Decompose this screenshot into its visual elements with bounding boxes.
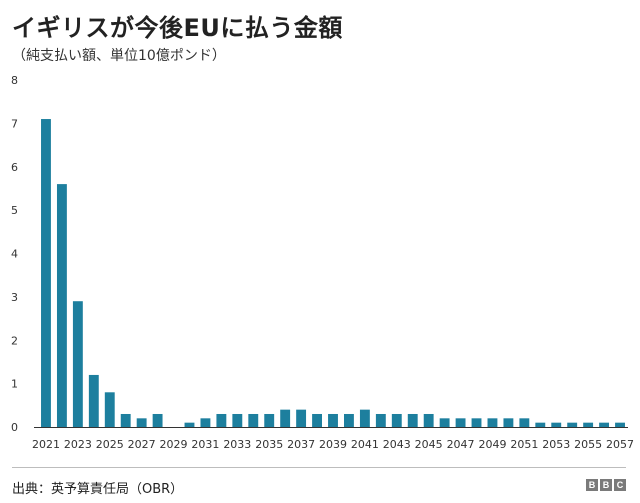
bar [104, 392, 115, 427]
x-tick-label: 2049 [478, 438, 506, 451]
bar [423, 413, 434, 427]
bbc-logo-letter: C [614, 479, 626, 491]
bar [503, 418, 514, 427]
x-tick-label: 2047 [447, 438, 475, 451]
bar [567, 422, 578, 427]
bbc-logo: B B C [586, 479, 626, 491]
bar [56, 184, 67, 427]
x-tick-label: 2037 [287, 438, 315, 451]
page-title: イギリスが今後EUに払う金額 [12, 14, 343, 42]
bar [280, 409, 291, 427]
bbc-logo-letter: B [600, 479, 612, 491]
x-tick-label: 2025 [96, 438, 124, 451]
x-axis: 2021 2023 2025 2027 2029 2031 2033 2035 2037 2039… [32, 438, 634, 451]
x-tick-label: 2031 [191, 438, 219, 451]
x-tick-label: 2029 [160, 438, 188, 451]
bar [232, 413, 243, 427]
x-tick-label: 2045 [415, 438, 443, 451]
bar [136, 418, 147, 427]
bar [471, 418, 482, 427]
bar [407, 413, 418, 427]
x-tick-label: 2039 [319, 438, 347, 451]
bar [120, 413, 131, 427]
bar [439, 418, 450, 427]
bar [391, 413, 402, 427]
x-tick-label: 2033 [223, 438, 251, 451]
bar [264, 413, 275, 427]
x-tick-label: 2055 [574, 438, 602, 451]
y-tick-label: 0 [11, 421, 18, 434]
bar [41, 119, 51, 427]
bar [599, 422, 610, 427]
x-tick-label: 2051 [510, 438, 538, 451]
y-tick-label: 8 [11, 74, 18, 87]
footer-divider [12, 467, 626, 468]
chart-subtitle: （純支払い額、単位10億ポンド） [12, 48, 226, 64]
bar [519, 418, 530, 427]
bar [72, 301, 83, 427]
y-tick-label: 7 [11, 117, 18, 130]
y-tick-label: 6 [11, 161, 18, 174]
bar [312, 413, 322, 427]
bar [296, 409, 307, 427]
x-tick-label: 2021 [32, 438, 60, 451]
bar [200, 418, 211, 427]
bar [344, 413, 354, 427]
source-note: 出典：英予算責任局（OBR） [12, 482, 184, 497]
bar [216, 413, 227, 427]
x-tick-label: 2053 [542, 438, 570, 451]
bar [535, 422, 546, 427]
bar [615, 422, 625, 427]
x-tick-label: 2041 [351, 438, 379, 451]
bar [583, 422, 594, 427]
bars [41, 119, 625, 427]
x-tick-label: 2035 [255, 438, 283, 451]
y-tick-label: 5 [11, 204, 18, 217]
y-axis: 0 1 2 3 4 5 6 7 8 [11, 74, 18, 434]
y-tick-label: 4 [11, 248, 18, 261]
bar [88, 374, 99, 427]
y-tick-label: 1 [11, 378, 18, 391]
bar [551, 422, 562, 427]
y-tick-label: 3 [11, 291, 18, 304]
bar [248, 413, 259, 427]
x-tick-label: 2057 [606, 438, 634, 451]
bar [359, 409, 370, 427]
bar [152, 413, 163, 427]
x-tick-label: 2043 [383, 438, 411, 451]
bar [455, 418, 466, 427]
bar [328, 413, 338, 427]
bar [487, 418, 498, 427]
y-tick-label: 2 [11, 334, 18, 347]
x-tick-label: 2027 [128, 438, 156, 451]
x-tick-label: 2023 [64, 438, 92, 451]
bar [184, 422, 195, 427]
bar [375, 413, 386, 427]
bbc-logo-letter: B [586, 479, 598, 491]
